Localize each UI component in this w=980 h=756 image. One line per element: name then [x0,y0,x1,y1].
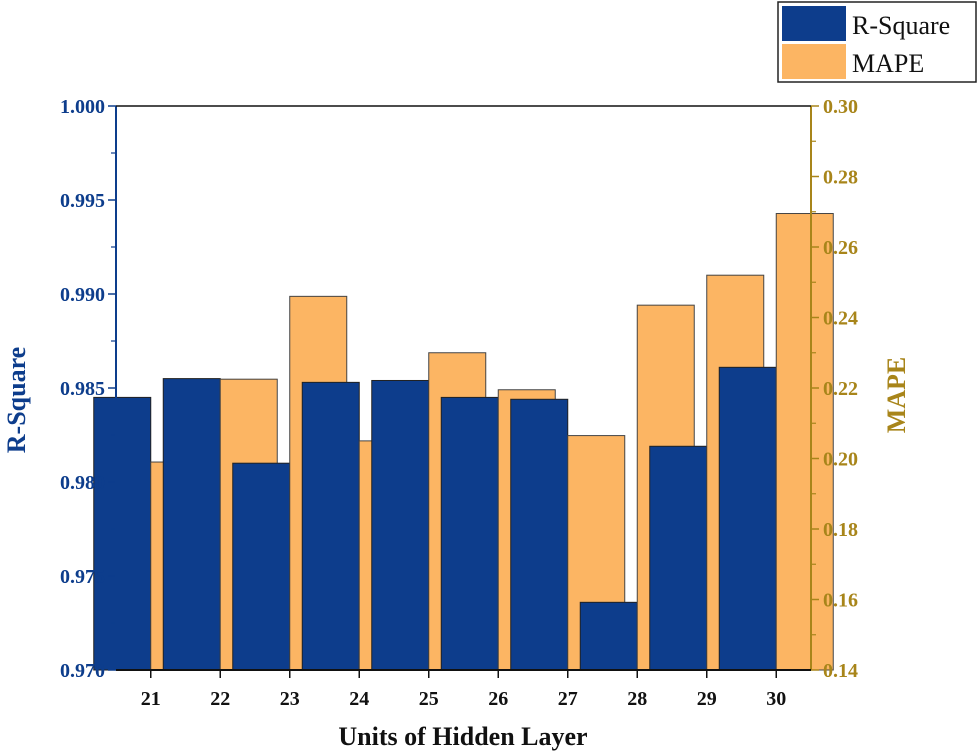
bar-r-square-24 [301,381,360,671]
bar-r-square-22 [162,378,221,671]
x-tick-label: 24 [349,688,369,710]
y-tick-label-right: 0.22 [823,378,858,400]
y-tick-label-left: 0.980 [60,472,105,494]
axes-group: 21 22 23 24 25 26 27 28 29 30 0.970 0.975 0.980 0.985… [60,96,858,710]
legend: R-Square MAPE [777,1,977,83]
x-axis-title: Units of Hidden Layer [338,722,587,751]
bar-r-square-25 [371,379,430,671]
bar-r-square-29 [649,445,708,671]
y-tick-label-left: 1.000 [60,96,105,118]
bar-mape-30 [775,213,834,671]
y-tick-label-right: 0.18 [823,519,858,541]
x-tick-label: 25 [419,688,439,710]
bars-group [93,213,834,671]
y-axis-title-left: R-Square [2,347,31,453]
y-tick-label-left: 0.995 [60,190,105,212]
bar-r-square-30 [718,366,777,671]
bar-r-square-27 [510,398,569,671]
legend-swatch-mape [782,44,846,79]
y-tick-label-right: 0.20 [823,449,858,471]
y-tick-label-left: 0.985 [60,378,105,400]
x-tick-label: 28 [627,688,647,710]
x-tick-label: 23 [280,688,300,710]
x-tick-label: 29 [697,688,717,710]
y-tick-label-right: 0.16 [823,590,858,612]
y-tick-label-right: 0.26 [823,237,858,259]
y-tick-label-right: 0.14 [823,660,858,682]
bar-r-square-28 [579,601,638,671]
y-tick-label-right: 0.24 [823,308,858,330]
legend-swatch-r-square [782,6,846,41]
bar-r-square-26 [440,396,499,671]
x-tick-label: 21 [141,688,161,710]
legend-label-mape: MAPE [852,49,924,78]
y-tick-label-left: 0.970 [60,660,105,682]
y-tick-label-right: 0.28 [823,167,858,189]
y-tick-label-left: 0.975 [60,566,105,588]
x-tick-label: 22 [210,688,230,710]
x-tick-label: 27 [558,688,578,710]
bar-r-square-23 [232,462,291,671]
bar-r-square-21 [93,396,152,671]
x-tick-label: 30 [766,688,786,710]
x-tick-label: 26 [488,688,508,710]
y-tick-label-left: 0.990 [60,284,105,306]
legend-label-r-square: R-Square [852,11,950,40]
y-tick-label-right: 0.30 [823,96,858,118]
y-axis-title-right: MAPE [882,357,911,434]
